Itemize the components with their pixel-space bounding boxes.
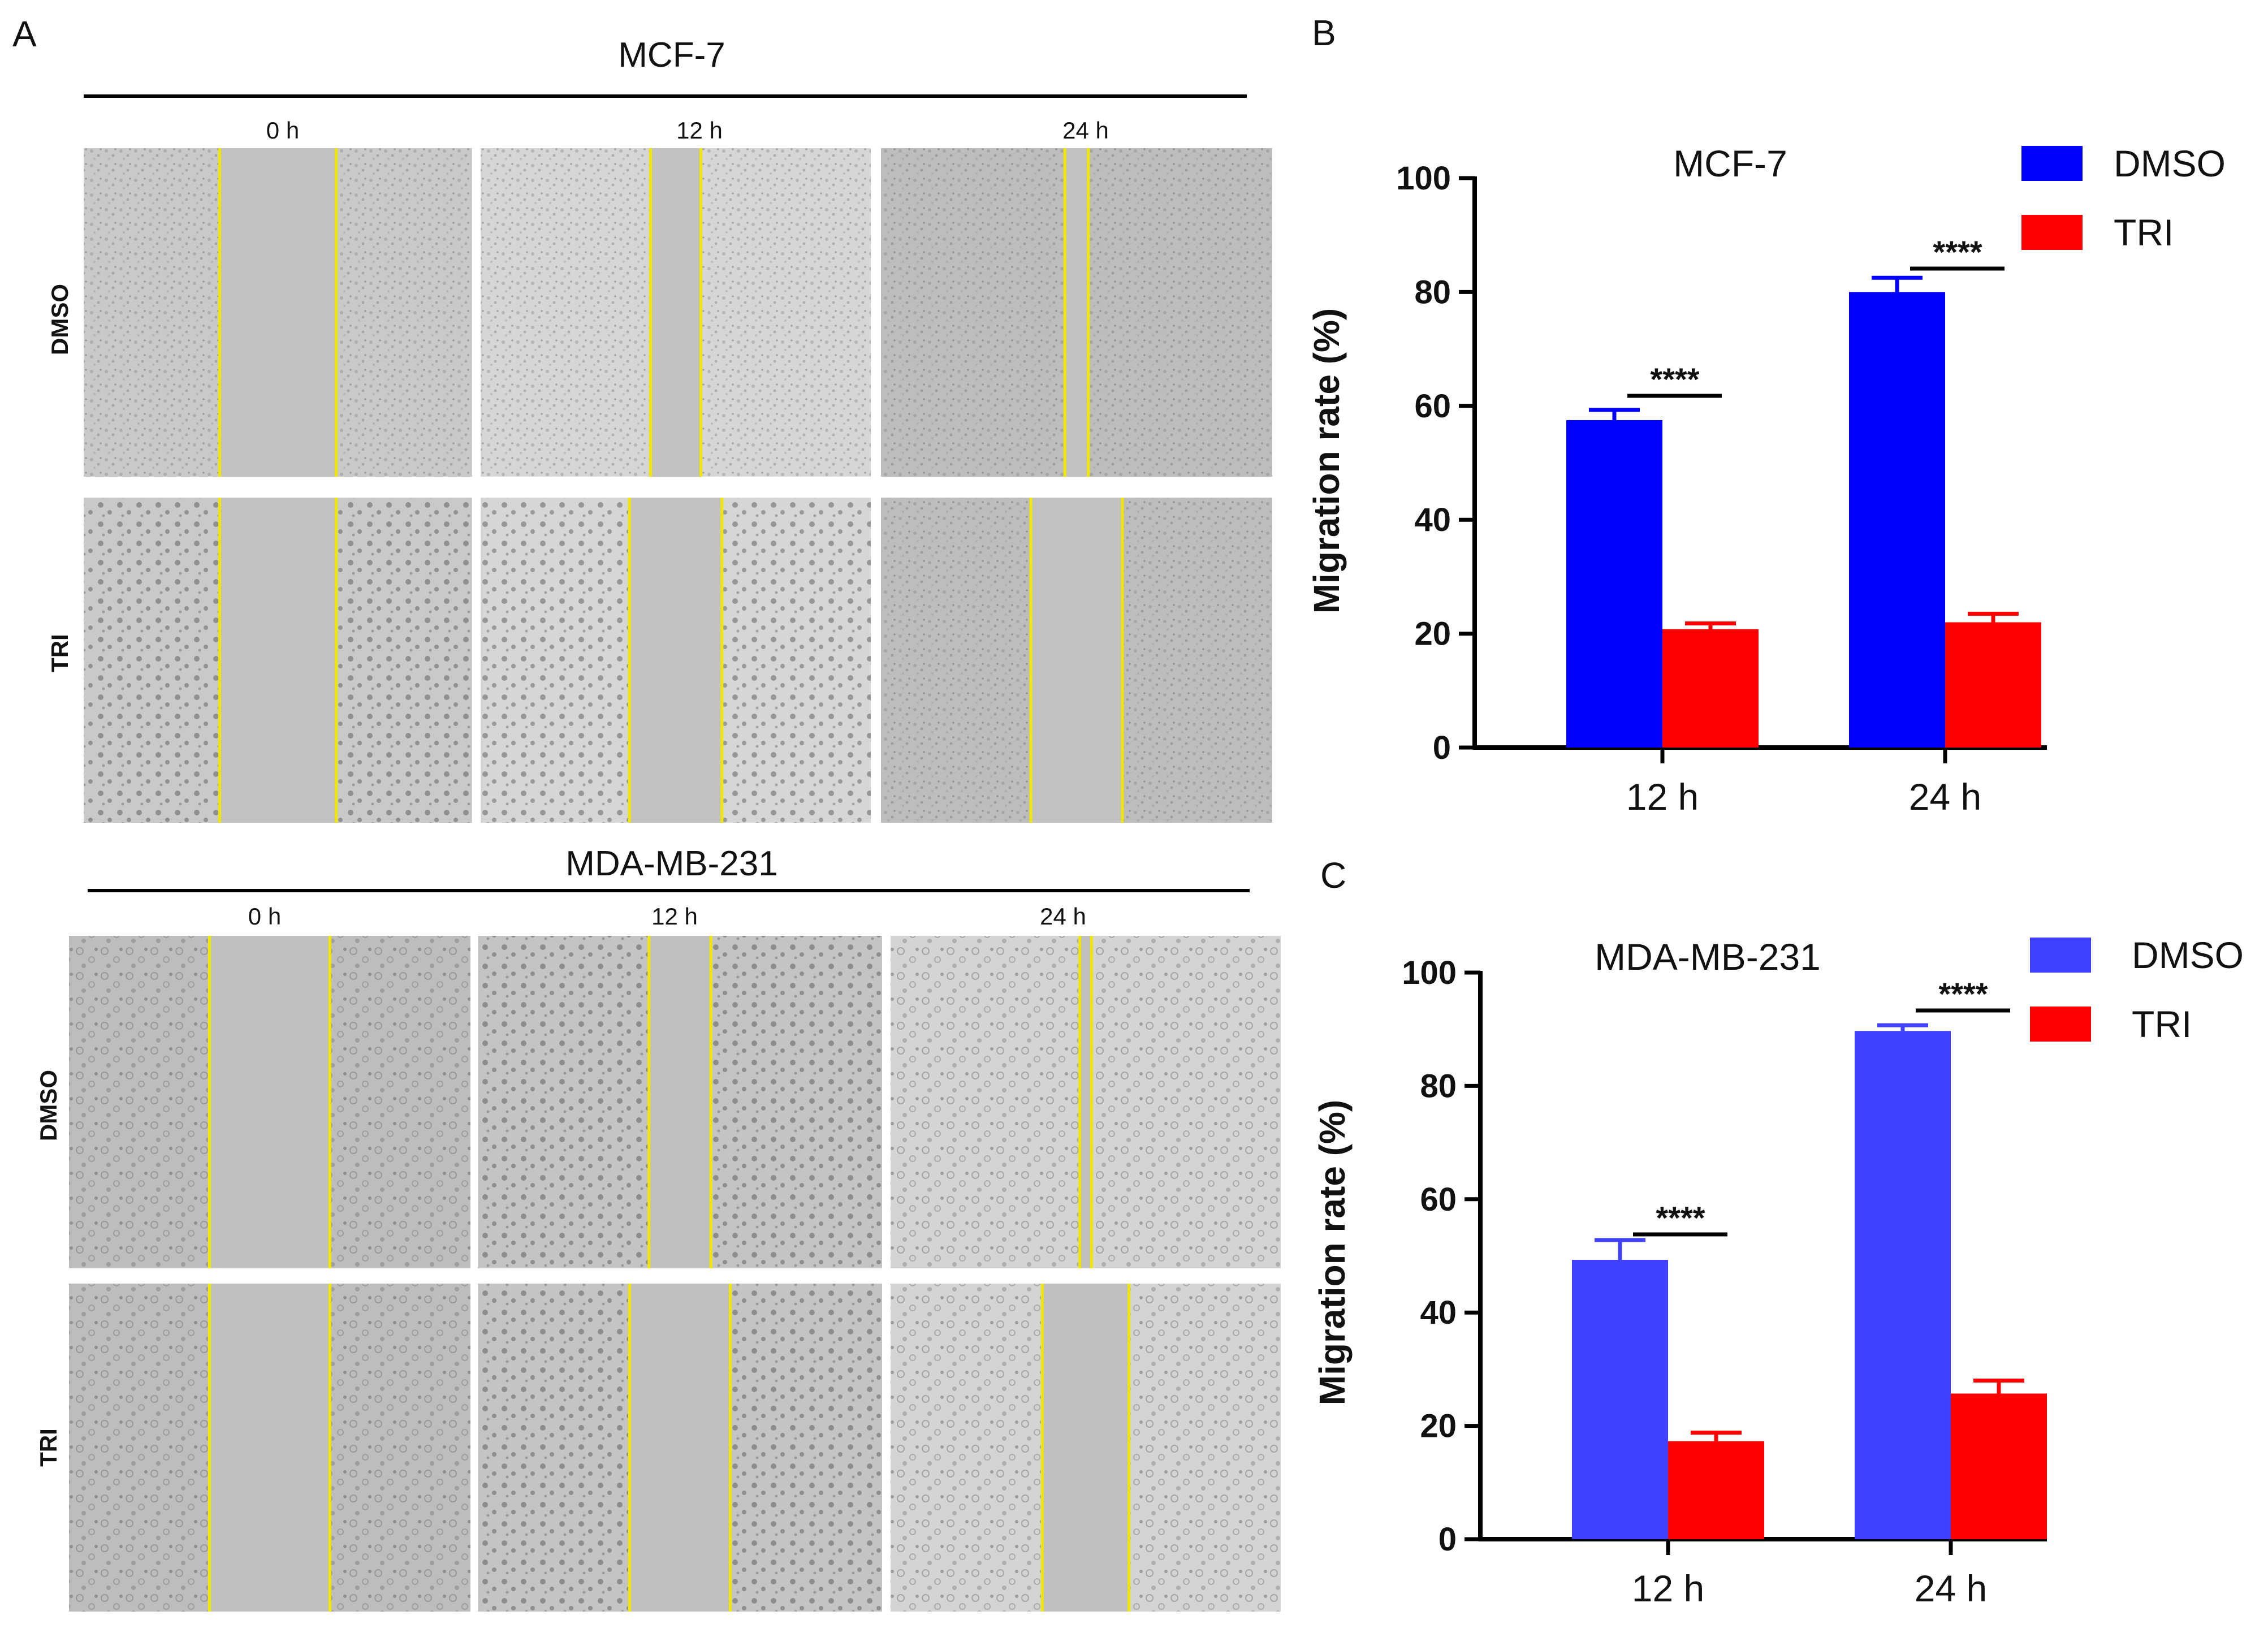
y-tick-label: 80 [1414, 274, 1451, 310]
y-tick-label: 0 [1438, 1521, 1457, 1558]
x-tick-label: 12 h [1626, 776, 1699, 818]
mda-image-grid [69, 936, 1281, 1612]
y-tick-label: 40 [1420, 1294, 1457, 1331]
bar-dmso [1572, 1260, 1668, 1539]
wound-gap [629, 498, 722, 823]
legend-swatch-dmso [2021, 146, 2083, 181]
significance-label: **** [1933, 234, 1982, 270]
panel-b-letter: B [1312, 12, 1336, 53]
y-tick-label: 40 [1414, 502, 1451, 538]
significance-label: **** [1656, 1200, 1705, 1236]
legend-label: TRI [2114, 211, 2174, 253]
panel-a-letter: A [12, 14, 37, 54]
time-label: 12 h [676, 117, 723, 144]
legend: DMSO TRI [2030, 934, 2244, 1045]
y-tick-label: 80 [1420, 1068, 1457, 1104]
x-tick-label: 12 h [1632, 1567, 1704, 1609]
bars: **** **** [1572, 976, 2047, 1539]
y-tick-label: 100 [1396, 160, 1451, 197]
y-tick-label: 0 [1433, 729, 1451, 766]
time-label: 0 h [248, 903, 281, 930]
y-axis-title: Migration rate (%) [1306, 308, 1347, 614]
legend-label: DMSO [2114, 142, 2226, 184]
bar-dmso [1849, 292, 1945, 748]
wound-gap [650, 148, 701, 477]
wound-gap [209, 1284, 330, 1612]
y-tick-label: 20 [1414, 616, 1451, 653]
time-label: 24 h [1040, 903, 1086, 930]
row-label: DMSO [35, 1070, 62, 1141]
y-tick-label: 100 [1402, 954, 1457, 991]
wound-gap [1065, 148, 1088, 477]
cell-line-title: MDA-MB-231 [565, 844, 778, 883]
wound-gap [629, 1284, 731, 1612]
wound-gap [219, 148, 336, 477]
row-label: TRI [46, 634, 73, 672]
significance-label: **** [1650, 361, 1699, 397]
wound-gap [649, 936, 711, 1268]
bar-tri [1951, 1393, 2047, 1539]
legend-label: TRI [2132, 1003, 2192, 1045]
y-tick-label: 60 [1414, 388, 1451, 425]
legend: DMSO TRI [2021, 142, 2226, 253]
wound-gap [209, 936, 330, 1268]
mcf7-image-grid [84, 148, 1272, 823]
wound-gap [1042, 1284, 1129, 1612]
bar-tri [1668, 1441, 1764, 1539]
cell-line-title: MCF-7 [618, 36, 725, 75]
wound-gap [1031, 498, 1122, 823]
panel-a: A MCF-7 0 h 12 h 24 h DMSO TRI MDA-MB-23… [12, 14, 1281, 1612]
y-tick-label: 60 [1420, 1181, 1457, 1218]
chart-b: B MCF-7 Migration rate (%) 0 20 40 60 80 100 1… [1306, 12, 2226, 818]
time-label: 0 h [266, 117, 299, 144]
x-tick-label: 24 h [1909, 776, 1981, 818]
x-tick-label: 24 h [1915, 1567, 1987, 1609]
bar-dmso [1566, 420, 1662, 748]
y-axis-title: Migration rate (%) [1312, 1100, 1353, 1405]
bar-tri [1662, 629, 1759, 748]
chart-c: C MDA-MB-231 Migration rate (%) 0 20 40 60 8… [1312, 855, 2244, 1609]
legend-label: DMSO [2132, 934, 2244, 976]
y-tick-label: 20 [1420, 1408, 1457, 1445]
legend-swatch-dmso [2030, 938, 2091, 973]
bars: **** **** [1566, 234, 2041, 748]
chart-title: MCF-7 [1673, 142, 1787, 184]
bar-dmso [1855, 1031, 1951, 1539]
wound-gap [219, 498, 336, 823]
bar-tri [1945, 622, 2041, 748]
time-label: 24 h [1062, 117, 1109, 144]
row-label: TRI [35, 1428, 62, 1467]
panel-c-letter: C [1320, 855, 1346, 896]
wound-gap [1079, 936, 1092, 1268]
time-label: 12 h [651, 903, 698, 930]
legend-swatch-tri [2021, 215, 2083, 250]
row-label: DMSO [46, 284, 73, 355]
significance-label: **** [1938, 976, 1988, 1012]
chart-title: MDA-MB-231 [1595, 936, 1821, 978]
legend-swatch-tri [2030, 1007, 2091, 1042]
